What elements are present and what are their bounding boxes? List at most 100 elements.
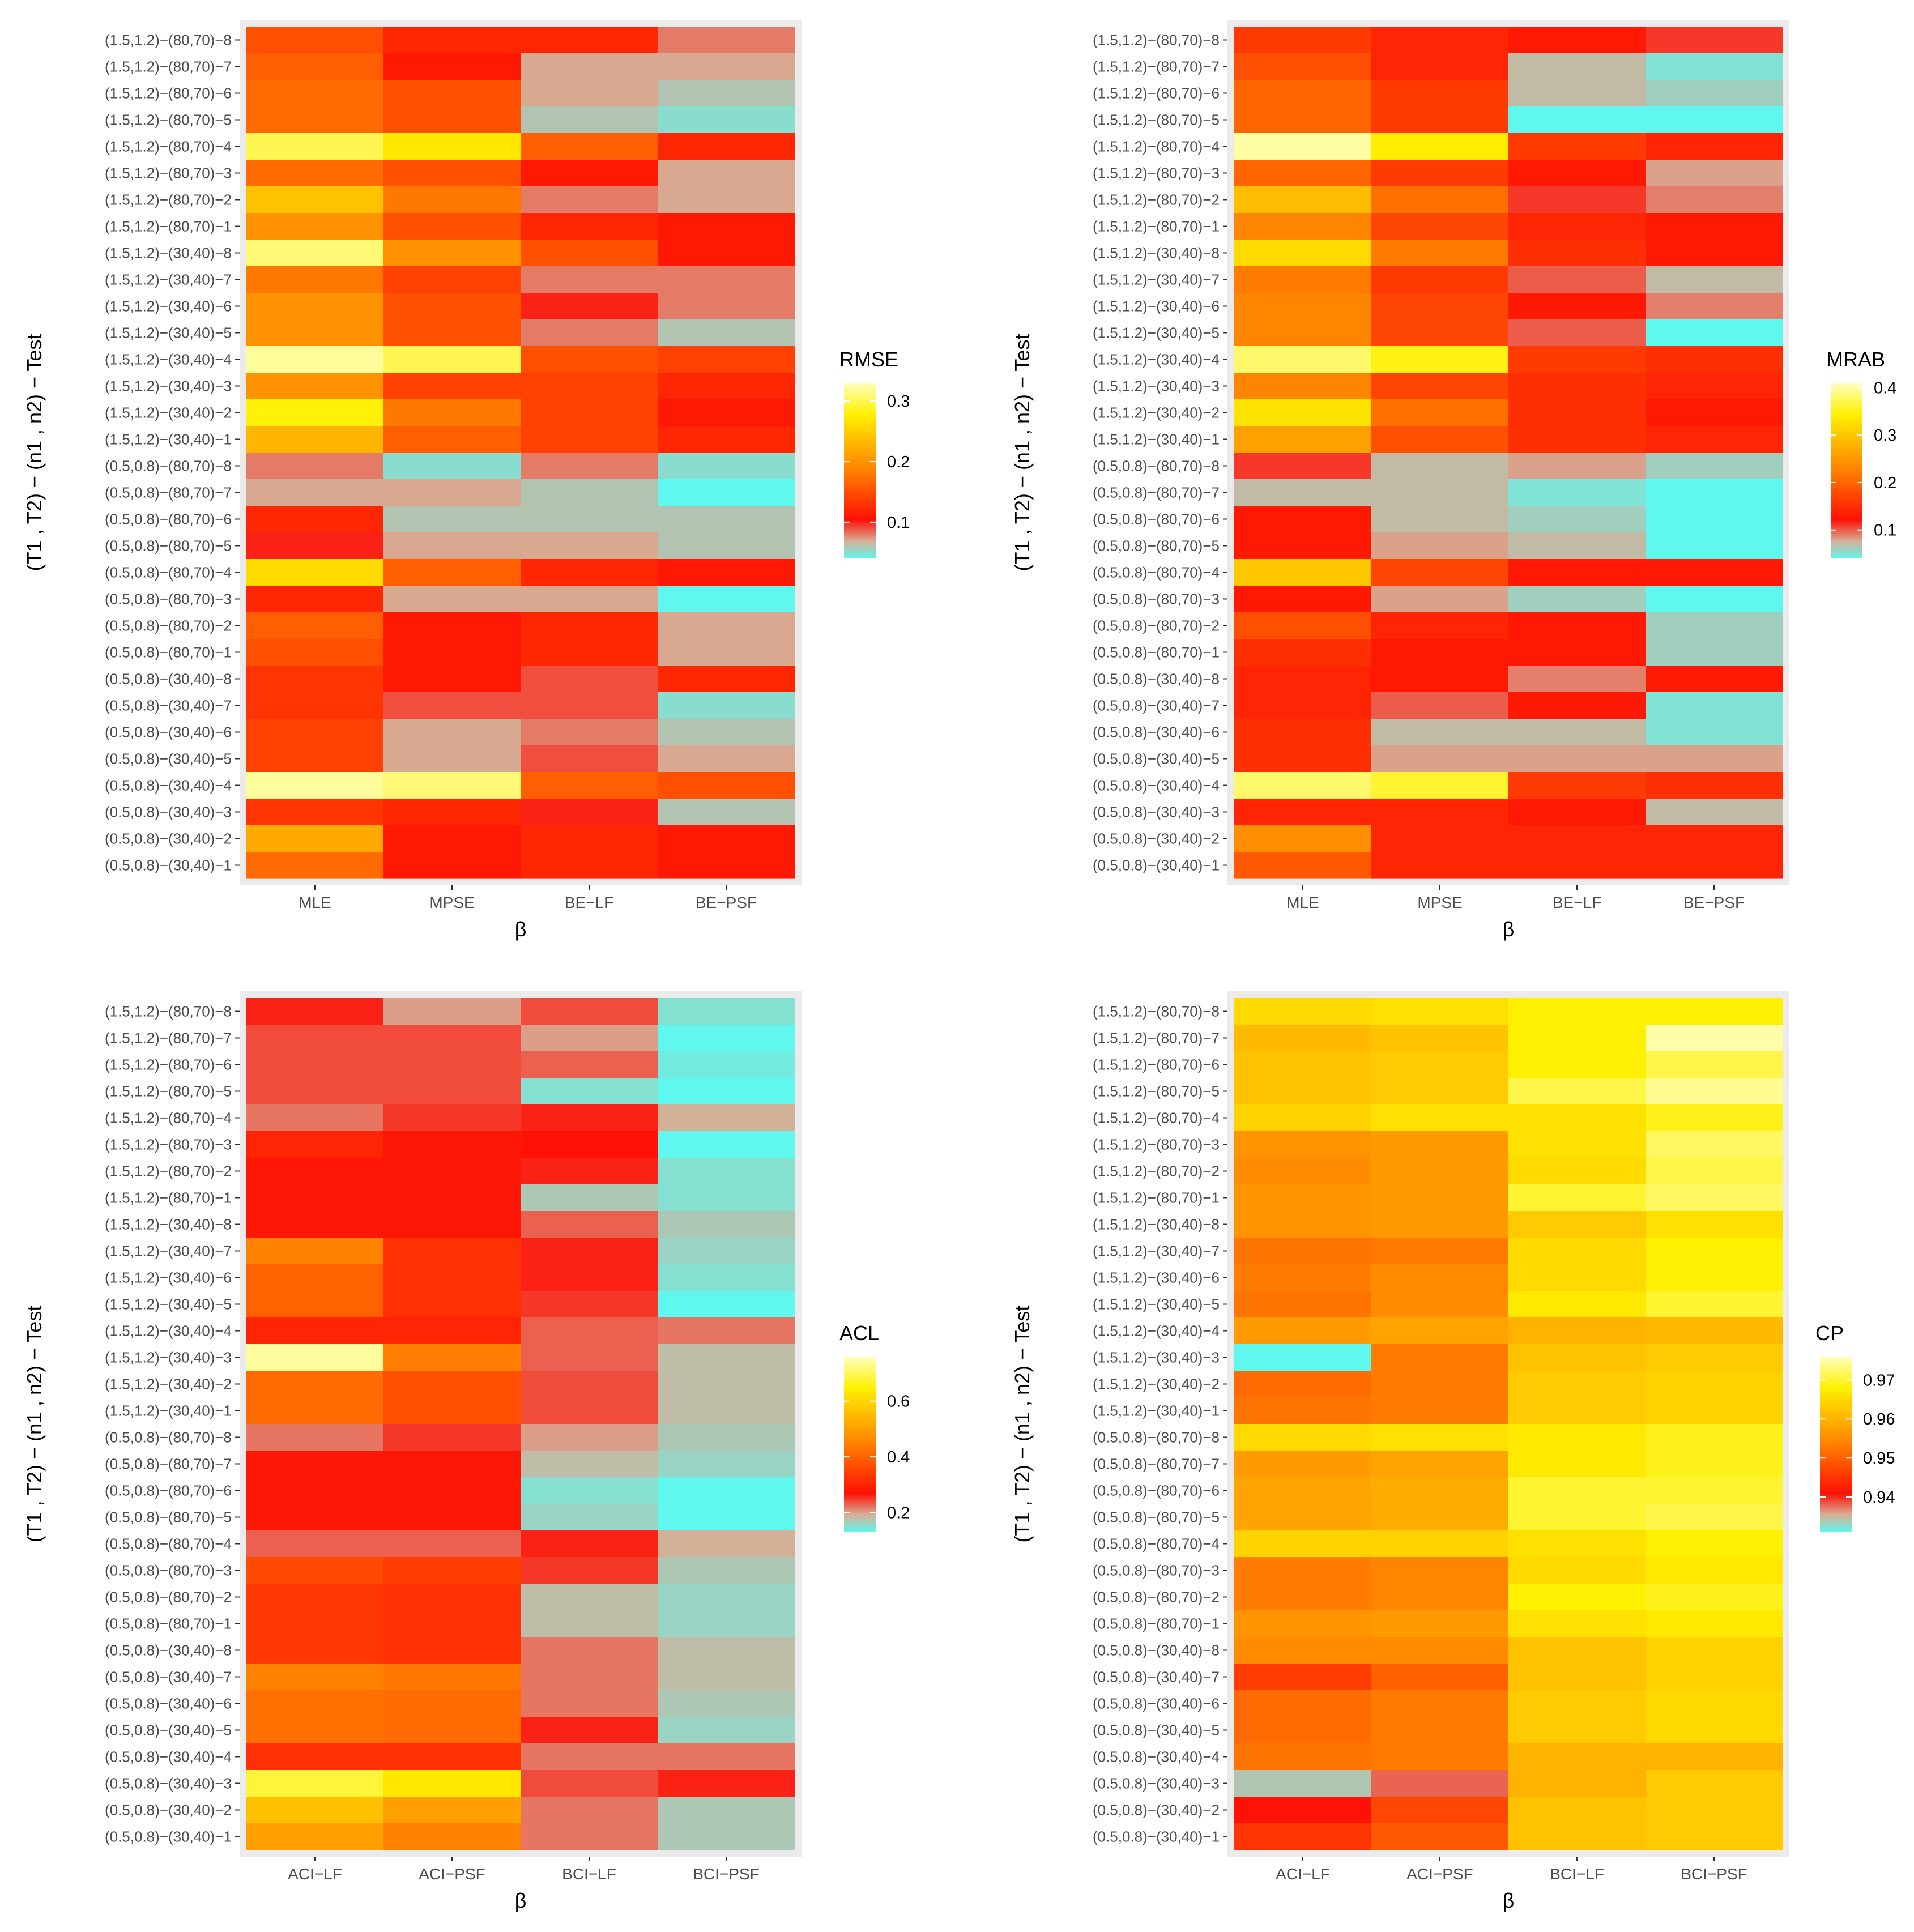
heatmap-cell — [246, 106, 384, 134]
heatmap-cell — [1646, 27, 1783, 54]
heatmap-cell — [1646, 1637, 1783, 1664]
heatmap-cell — [246, 346, 384, 373]
heatmap-cell — [1508, 1025, 1646, 1052]
y-tick-label: (1.5,1.2)−(30,40)−4 — [105, 1323, 232, 1340]
y-tick-label: (1.5,1.2)−(30,40)−8 — [1093, 1216, 1220, 1233]
heatmap-cell — [246, 213, 384, 240]
y-tick-label: (0.5,0.8)−(30,40)−3 — [1093, 1775, 1220, 1792]
heatmap-cell — [521, 825, 658, 852]
heatmap-cell — [521, 293, 658, 320]
y-tick-label: (0.5,0.8)−(30,40)−2 — [1093, 1802, 1220, 1819]
heatmap-cell — [1508, 1690, 1646, 1717]
heatmap-cell — [1646, 1770, 1783, 1797]
y-tick-label: (0.5,0.8)−(30,40)−4 — [1093, 777, 1220, 794]
heatmap-cell — [383, 1025, 521, 1052]
heatmap-cell — [1646, 692, 1783, 719]
heatmap-cell — [1234, 1690, 1372, 1717]
heatmap-cell — [1508, 745, 1646, 773]
heatmap-cell — [383, 1584, 521, 1611]
heatmap-cell — [1371, 1131, 1509, 1158]
heatmap-cell — [246, 1504, 384, 1531]
heatmap-cell — [383, 612, 521, 639]
heatmap-cell — [1646, 1610, 1783, 1637]
y-tick-label: (0.5,0.8)−(30,40)−2 — [105, 1802, 232, 1819]
heatmap-cell — [1371, 1264, 1509, 1291]
y-tick-label: (0.5,0.8)−(80,70)−1 — [1093, 1615, 1220, 1632]
heatmap-cell — [1234, 266, 1372, 293]
heatmap-cell — [383, 80, 521, 107]
heatmap-cell — [1508, 346, 1646, 373]
heatmap-panel-bottom-right: (1.5,1.2)−(80,70)−8 (1.5,1.2)−(80,70)−7 (1… — [1011, 991, 1895, 1912]
heatmap-cell — [1371, 453, 1509, 480]
heatmap-cell — [1234, 586, 1372, 613]
heatmap-cell — [246, 1477, 384, 1504]
heatmap-cell — [383, 692, 521, 719]
heatmap-cell — [1508, 1211, 1646, 1238]
heatmap-cell — [658, 559, 795, 586]
heatmap-cell — [383, 719, 521, 746]
heatmap-cell — [1508, 719, 1646, 746]
heatmap-cell — [383, 399, 521, 427]
y-tick-label: (1.5,1.2)−(80,70)−6 — [105, 85, 232, 102]
heatmap-cell — [521, 719, 658, 746]
heatmap-cell — [521, 80, 658, 107]
heatmap-cell — [1508, 666, 1646, 693]
heatmap-cell — [1371, 1530, 1509, 1558]
heatmap-cell — [1234, 1424, 1372, 1451]
heatmap-cell — [246, 293, 384, 320]
heatmap-cell — [1234, 1184, 1372, 1212]
heatmap-cell — [1646, 186, 1783, 214]
heatmap-cell — [1646, 1211, 1783, 1238]
heatmap-cell — [521, 1371, 658, 1398]
heatmap-cell — [246, 399, 384, 427]
heatmap-cell — [658, 160, 795, 187]
heatmap-cell — [383, 186, 521, 214]
heatmap-cell — [246, 479, 384, 506]
heatmap-cell — [1371, 1238, 1509, 1265]
y-tick-label: (1.5,1.2)−(80,70)−8 — [1093, 1003, 1220, 1020]
heatmap-cell — [1371, 1211, 1509, 1238]
heatmap-cell — [1371, 1477, 1509, 1504]
heatmap-cell — [658, 639, 795, 666]
heatmap-cell — [1234, 53, 1372, 80]
y-axis-title: (T1 , T2) − (n1 , n2) − Test — [1011, 1306, 1034, 1543]
y-tick-label: (1.5,1.2)−(30,40)−5 — [1093, 325, 1220, 342]
heatmap-cell — [658, 612, 795, 639]
y-tick-label: (0.5,0.8)−(30,40)−4 — [1093, 1748, 1220, 1765]
heatmap-cell — [246, 1397, 384, 1425]
y-tick-label: (0.5,0.8)−(80,70)−3 — [105, 1562, 232, 1579]
heatmap-cell — [658, 1797, 795, 1824]
heatmap-cell — [1234, 1504, 1372, 1531]
heatmap-cell — [246, 532, 384, 560]
heatmap-cell — [246, 53, 384, 80]
heatmap-cell — [1508, 1344, 1646, 1371]
heatmap-cell — [1371, 266, 1509, 293]
y-tick-label: (1.5,1.2)−(80,70)−2 — [1093, 1163, 1220, 1180]
x-tick-label: BE−PSF — [696, 894, 757, 911]
heatmap-cell — [1508, 559, 1646, 586]
heatmap-cell — [383, 1770, 521, 1797]
heatmap-cell — [1646, 586, 1783, 613]
y-tick-label: (1.5,1.2)−(30,40)−5 — [1093, 1296, 1220, 1313]
y-tick-label: (0.5,0.8)−(80,70)−4 — [105, 564, 232, 581]
heatmap-cell — [1234, 27, 1372, 54]
heatmap-cell — [246, 80, 384, 107]
heatmap-cell — [1234, 293, 1372, 320]
heatmap-cell — [1646, 1371, 1783, 1398]
heatmap-cell — [383, 293, 521, 320]
x-axis-title: β — [515, 1889, 527, 1912]
y-tick-label: (1.5,1.2)−(30,40)−3 — [1093, 378, 1220, 395]
heatmap-cell — [521, 1397, 658, 1425]
legend-tick-label: 0.95 — [1863, 1449, 1895, 1468]
heatmap-cell — [1508, 240, 1646, 267]
heatmap-cell — [658, 133, 795, 160]
heatmap-cell — [1371, 240, 1509, 267]
heatmap-cell — [1646, 1504, 1783, 1531]
heatmap-cell — [1508, 53, 1646, 80]
heatmap-cell — [1371, 1557, 1509, 1584]
heatmap-cell — [1371, 506, 1509, 533]
y-tick-label: (1.5,1.2)−(80,70)−3 — [105, 165, 232, 182]
y-tick-label: (0.5,0.8)−(80,70)−2 — [105, 617, 232, 634]
heatmap-cell — [1234, 1025, 1372, 1052]
heatmap-cell — [1646, 1397, 1783, 1425]
